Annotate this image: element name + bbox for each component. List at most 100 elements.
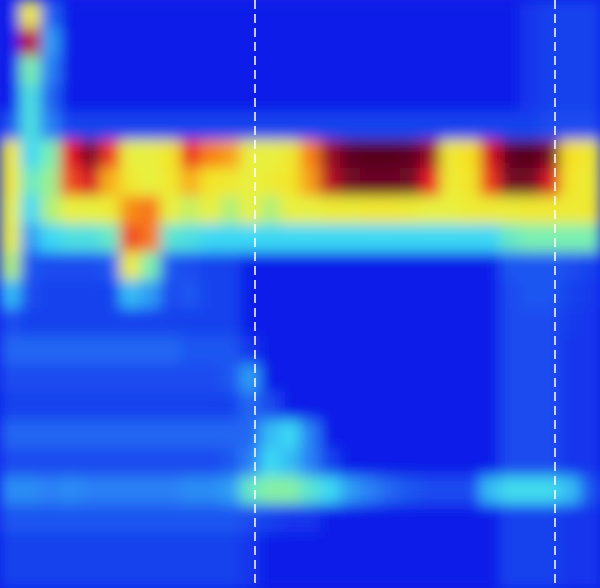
heatmap-cell xyxy=(480,280,501,309)
heatmap-cell xyxy=(60,420,81,449)
heatmap-cell xyxy=(560,336,581,365)
heatmap-cell xyxy=(360,280,381,309)
heatmap-cell xyxy=(380,56,401,85)
heatmap-cell xyxy=(360,560,381,588)
heatmap-cell xyxy=(380,392,401,421)
heatmap-cell xyxy=(220,224,241,253)
heatmap-cell xyxy=(140,224,161,253)
heatmap-cell xyxy=(140,364,161,393)
heatmap-cell xyxy=(380,420,401,449)
heatmap-cell xyxy=(180,28,201,57)
heatmap-cell xyxy=(20,532,41,561)
cells xyxy=(0,0,600,588)
heatmap-cell xyxy=(500,168,521,197)
heatmap-cell xyxy=(180,252,201,281)
heatmap-cell xyxy=(560,196,581,225)
heatmap-cell xyxy=(140,532,161,561)
heatmap-cell xyxy=(100,420,121,449)
heatmap-cell xyxy=(80,196,101,225)
heatmap-cell xyxy=(440,448,461,477)
heatmap-cell xyxy=(40,140,61,169)
heatmap-cell xyxy=(260,56,281,85)
heatmap-cell xyxy=(120,56,141,85)
heatmap-cell xyxy=(400,448,421,477)
heatmap-cell xyxy=(0,504,21,533)
heatmap-cell xyxy=(340,308,361,337)
heatmap-cell xyxy=(220,56,241,85)
heatmap-cell xyxy=(560,140,581,169)
heatmap-cell xyxy=(80,560,101,588)
heatmap-cell xyxy=(500,448,521,477)
heatmap-cell xyxy=(240,392,261,421)
heatmap-cell xyxy=(380,448,401,477)
heatmap-cell xyxy=(140,280,161,309)
heatmap-cell xyxy=(140,112,161,141)
heatmap-cell xyxy=(120,336,141,365)
heatmap-cell xyxy=(440,112,461,141)
heatmap-cell xyxy=(340,420,361,449)
heatmap-cell xyxy=(460,84,481,113)
heatmap-cell xyxy=(360,224,381,253)
heatmap-cell xyxy=(140,308,161,337)
heatmap-cell xyxy=(160,308,181,337)
heatmap-cell xyxy=(220,140,241,169)
heatmap-cell xyxy=(460,560,481,588)
heatmap-cell xyxy=(480,140,501,169)
heatmap-cell xyxy=(240,196,261,225)
heatmap-cell xyxy=(400,252,421,281)
heatmap-cell xyxy=(520,308,541,337)
heatmap-cell xyxy=(300,448,321,477)
heatmap-cell xyxy=(440,476,461,505)
heatmap-cell xyxy=(20,560,41,588)
heatmap-cell xyxy=(100,504,121,533)
heatmap-cell xyxy=(220,168,241,197)
heatmap-cell xyxy=(60,224,81,253)
heatmap-cell xyxy=(560,252,581,281)
heatmap-cell xyxy=(280,140,301,169)
heatmap-cell xyxy=(260,112,281,141)
heatmap-cell xyxy=(340,280,361,309)
heatmap-cell xyxy=(40,560,61,588)
heatmap-svg xyxy=(0,0,600,588)
heatmap-cell xyxy=(420,84,441,113)
heatmap-cell xyxy=(300,196,321,225)
heatmap-cell xyxy=(180,308,201,337)
heatmap-cell xyxy=(280,392,301,421)
heatmap-cell xyxy=(140,0,161,29)
heatmap-cell xyxy=(400,196,421,225)
heatmap-cell xyxy=(200,140,221,169)
heatmap-cell xyxy=(460,336,481,365)
heatmap-cell xyxy=(260,504,281,533)
heatmap-cell xyxy=(80,224,101,253)
heatmap-cell xyxy=(180,336,201,365)
heatmap-cell xyxy=(80,420,101,449)
heatmap-cell xyxy=(360,448,381,477)
heatmap-cell xyxy=(60,252,81,281)
heatmap-cell xyxy=(60,168,81,197)
heatmap-cell xyxy=(80,168,101,197)
heatmap-cell xyxy=(380,0,401,29)
heatmap-cell xyxy=(60,560,81,588)
heatmap-cell xyxy=(60,84,81,113)
heatmap-cell xyxy=(580,140,600,169)
heatmap-cell xyxy=(80,112,101,141)
heatmap-cell xyxy=(580,168,600,197)
heatmap-cell xyxy=(380,140,401,169)
heatmap-cell xyxy=(280,28,301,57)
heatmap-cell xyxy=(200,56,221,85)
heatmap-cell xyxy=(480,252,501,281)
heatmap-cell xyxy=(240,28,261,57)
heatmap-cell xyxy=(120,420,141,449)
heatmap-cell xyxy=(540,252,561,281)
heatmap-cell xyxy=(20,224,41,253)
heatmap-cell xyxy=(580,476,600,505)
heatmap-cell xyxy=(180,280,201,309)
heatmap-cell xyxy=(340,84,361,113)
heatmap-cell xyxy=(420,532,441,561)
heatmap-cell xyxy=(320,420,341,449)
heatmap-cell xyxy=(520,0,541,29)
heatmap-cell xyxy=(580,364,600,393)
heatmap-cell xyxy=(360,532,381,561)
heatmap-cell xyxy=(100,0,121,29)
heatmap-cell xyxy=(580,56,600,85)
